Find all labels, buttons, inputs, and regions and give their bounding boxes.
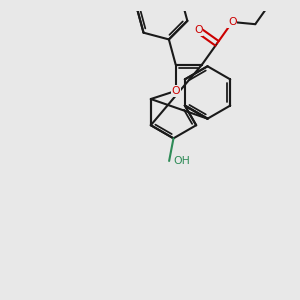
Text: O: O [171,86,180,96]
Text: OH: OH [173,156,190,166]
Text: O: O [228,17,237,27]
Text: O: O [194,25,202,35]
